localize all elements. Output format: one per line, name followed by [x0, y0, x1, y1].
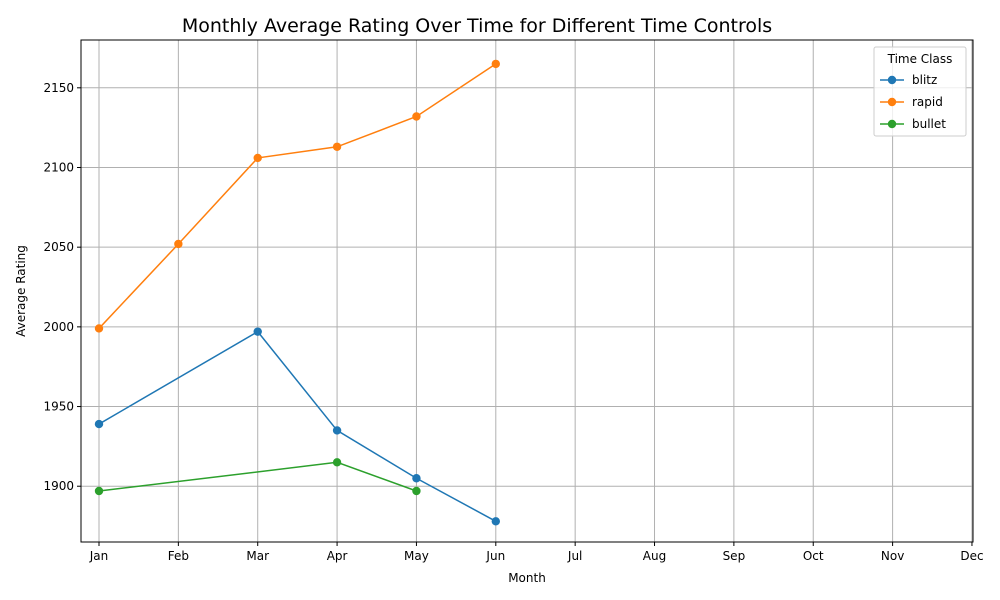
- x-tick-label: Jun: [485, 549, 505, 563]
- data-point-bullet: [94, 486, 104, 496]
- x-tick-label: Mar: [246, 549, 269, 563]
- x-tick-label: Aug: [643, 549, 666, 563]
- legend-entry-rapid: rapid: [912, 95, 943, 109]
- x-tick-label: Nov: [881, 549, 904, 563]
- legend: Time Class blitz rapid bullet: [873, 46, 967, 137]
- y-tick-label: 2100: [43, 160, 74, 174]
- data-point-rapid: [253, 153, 262, 163]
- data-point-blitz: [491, 517, 500, 526]
- x-tick-label: Apr: [327, 549, 348, 563]
- y-axis-label: Average Rating: [14, 245, 28, 337]
- series-layer: [94, 59, 500, 526]
- x-tick-label: Jul: [567, 549, 582, 563]
- x-axis: Jan Feb Mar Apr May Jun Jul Aug Sep Oct Nov Dec: [89, 542, 984, 563]
- data-point-bullet: [412, 486, 421, 496]
- legend-title: Time Class: [887, 52, 953, 66]
- data-point-blitz: [332, 426, 342, 435]
- data-point-blitz: [94, 419, 104, 429]
- data-point-blitz: [412, 474, 421, 483]
- series-line-rapid: [98, 63, 497, 329]
- legend-marker-blitz: [887, 75, 897, 85]
- legend-marker-rapid: [887, 97, 897, 107]
- x-tick-label: Sep: [723, 549, 746, 563]
- legend-marker-bullet: [887, 119, 897, 129]
- x-tick-label: Dec: [960, 549, 983, 563]
- x-tick-label: Oct: [803, 549, 824, 563]
- plot-frame: [80, 39, 974, 543]
- chart-title: Monthly Average Rating Over Time for Dif…: [182, 15, 772, 37]
- legend-box: [873, 46, 967, 137]
- data-point-bullet: [332, 458, 342, 467]
- x-tick-label: May: [404, 549, 429, 563]
- legend-entry-bullet: bullet: [912, 117, 946, 131]
- data-point-rapid: [332, 142, 342, 151]
- legend-entry-blitz: blitz: [912, 73, 937, 87]
- y-axis: 1900 1950 2000 2050 2100 2150: [43, 81, 81, 493]
- y-tick-label: 2150: [43, 81, 74, 95]
- data-point-blitz: [253, 327, 262, 336]
- x-axis-label: Month: [508, 571, 546, 585]
- y-tick-label: 1900: [43, 479, 74, 493]
- data-point-rapid: [412, 112, 421, 121]
- x-tick-label: Jan: [89, 549, 109, 563]
- data-point-rapid: [94, 324, 104, 333]
- y-tick-label: 2000: [43, 320, 74, 334]
- x-tick-label: Feb: [168, 549, 189, 563]
- data-point-rapid: [174, 239, 183, 249]
- y-tick-label: 1950: [43, 400, 74, 414]
- y-tick-label: 2050: [43, 240, 74, 254]
- data-point-rapid: [491, 59, 500, 69]
